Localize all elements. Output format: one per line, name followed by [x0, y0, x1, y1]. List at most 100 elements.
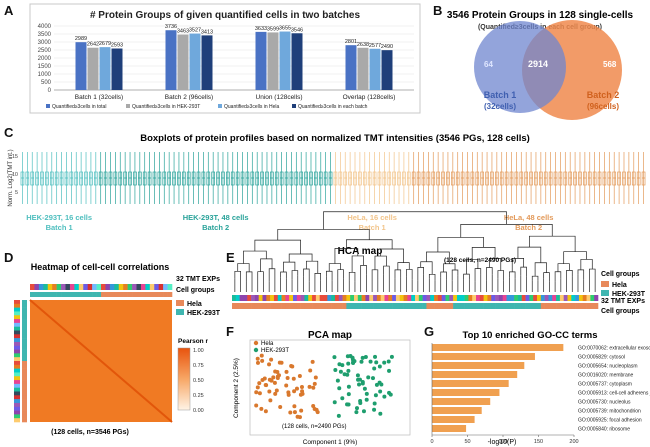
c-box [89, 171, 93, 186]
e-group-cell [270, 303, 275, 309]
e-merge-branch [397, 262, 410, 270]
e-group-cell [460, 303, 465, 309]
c-box [230, 171, 235, 186]
c-group-label-line2: Batch 2 [515, 223, 542, 232]
e-group-cell [502, 303, 507, 309]
c-box [548, 171, 553, 186]
pca-point-hek [368, 359, 373, 364]
a-bar-value: 3599 [267, 26, 279, 32]
e-exp-cell [407, 295, 412, 301]
panel-g: G Top 10 enriched GO-CC terms GO:0070062… [424, 324, 650, 446]
d-exp-cell [109, 284, 115, 290]
e-exp-cell [418, 295, 423, 301]
c-box [627, 171, 631, 186]
e-group-cell [510, 303, 515, 309]
d-exp-cell-left [14, 300, 20, 305]
e-group-cell [251, 303, 256, 309]
pca-point-hela [300, 391, 305, 396]
e-merge-branch [486, 267, 493, 281]
d-group-cell [38, 292, 44, 297]
e-merge-branch [394, 269, 402, 279]
d-group-cell-left [22, 406, 27, 411]
heatmap-diagonal [29, 299, 173, 423]
panel-e: E HCA map (128 cells, n=2490 PGs) Cell g… [226, 211, 646, 315]
e-merge-branch [589, 268, 596, 279]
d-exp-cell [136, 284, 142, 290]
e-merge-branch [328, 263, 342, 272]
a-category-label: Union (128cells) [256, 94, 303, 101]
d-exp-cell-left [14, 383, 20, 388]
pca-point-hek [332, 400, 337, 405]
e-exp-cell [426, 295, 431, 301]
c-box [573, 171, 577, 186]
a-ytick-label: 500 [41, 80, 52, 86]
c-group-label-line1: HEK-293T, 48 cells [183, 213, 249, 222]
e-group-cell [544, 303, 549, 309]
go-tick-label: 100 [498, 439, 507, 445]
c-box [30, 171, 35, 186]
panel-e-title: HCA map [338, 246, 383, 257]
a-bar-value: 3633 [255, 26, 267, 32]
e-group-cell [491, 303, 496, 309]
e-group-cell [533, 303, 538, 309]
a-bar [201, 35, 213, 90]
c-box [318, 171, 323, 186]
pca-point-hela [262, 376, 267, 381]
e-merge-branch [497, 270, 504, 281]
d-group-cell-left [22, 410, 27, 415]
e-exp-cell [239, 295, 244, 301]
e-group-cell [552, 303, 557, 309]
c-group-label-line1: HeLa, 48 cells [504, 213, 554, 222]
e-group-cell [434, 303, 439, 309]
pca-point-hek [351, 360, 356, 365]
c-box [539, 171, 543, 186]
go-bar [432, 353, 535, 360]
d-exp-cell-left [14, 376, 20, 381]
panel-g-title: Top 10 enriched GO-CC terms [463, 330, 598, 341]
pca-point-hek [377, 380, 382, 385]
d-group-cell [52, 292, 57, 297]
c-box [362, 171, 367, 186]
d-exp-cell [43, 284, 49, 290]
e-exp-cell [571, 295, 576, 301]
e-group-cell [415, 303, 420, 309]
c-box [514, 171, 519, 186]
e-group-cell [262, 303, 267, 309]
e-exp-cell [575, 295, 580, 301]
e-group-cell [319, 303, 324, 309]
a-bar [165, 30, 177, 90]
go-bar [432, 380, 509, 387]
c-box [274, 171, 279, 186]
e-exp-cell [415, 295, 420, 301]
c-box [226, 171, 230, 186]
e-exp-cell [517, 295, 523, 301]
go-term-label: GO:0016020: membrane [578, 373, 634, 379]
d-exp-cell-left [14, 368, 20, 373]
e-exp-cell [578, 295, 584, 301]
e-exp-cell [232, 295, 237, 301]
a-bar [99, 47, 111, 90]
pca-point-hela [313, 375, 318, 380]
panel-f-title: PCA map [308, 330, 352, 341]
d-group-cell-left [22, 414, 27, 419]
e-exp-cell [483, 295, 488, 301]
d-group-cell [132, 292, 137, 297]
d-group-cell [74, 292, 80, 297]
d-exp-cell-left [14, 395, 20, 400]
e-exp-cell [281, 295, 286, 301]
c-box [367, 171, 372, 186]
e-group-cell [582, 303, 587, 309]
pca-point-hela [257, 381, 262, 386]
c-box [475, 171, 480, 186]
e-exp-cell [449, 295, 454, 301]
d-group-cell-left [22, 357, 27, 362]
e-exp-cell [334, 295, 340, 301]
e-exp-cell [525, 295, 530, 301]
c-box [431, 171, 436, 186]
d-exp-cell [114, 284, 120, 290]
c-box [504, 171, 509, 186]
d-group-cell-left [22, 315, 27, 320]
d-group-cell-left [22, 334, 27, 339]
e-group-cell [354, 303, 359, 309]
pca-point-hela [297, 373, 302, 378]
